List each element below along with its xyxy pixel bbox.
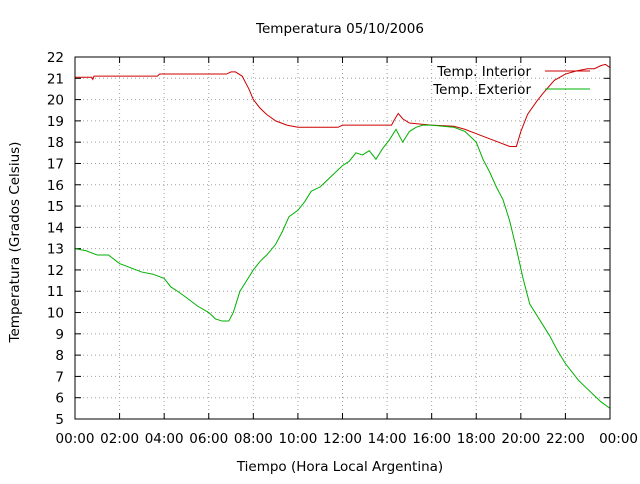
legend: Temp. Interior Temp. Exterior xyxy=(432,64,590,98)
x-tick-label: 18:00 xyxy=(457,431,496,447)
y-tick-label: 5 xyxy=(55,412,64,428)
y-tick-label: 16 xyxy=(47,178,64,194)
ticks-layer: 5 6 7 8 9 10 11 12 13 14 15 16 17 18 19 20 21 22 00:00 02:0… xyxy=(47,50,638,447)
y-tick-label: 20 xyxy=(47,93,64,109)
x-tick-label: 00:00 xyxy=(599,431,638,447)
x-axis-label: Tiempo (Hora Local Argentina) xyxy=(236,459,443,475)
grid-layer xyxy=(75,57,610,419)
x-tick-label: 10:00 xyxy=(278,431,317,447)
y-tick-label: 11 xyxy=(47,284,64,300)
y-tick-label: 9 xyxy=(55,327,64,343)
x-tick-label: 20:00 xyxy=(501,431,540,447)
y-tick-label: 18 xyxy=(47,135,64,151)
chart-title: Temperatura 05/10/2006 xyxy=(255,21,424,37)
legend-label-exterior: Temp. Exterior xyxy=(432,82,531,98)
plot-frame xyxy=(74,56,611,420)
x-tick-label: 12:00 xyxy=(323,431,362,447)
x-tick-label: 08:00 xyxy=(234,431,273,447)
y-axis-label: Temperatura (Grados Celsius) xyxy=(7,142,23,344)
y-tick-label: 7 xyxy=(55,369,64,385)
series-layer xyxy=(74,63,611,409)
y-tick-label: 17 xyxy=(47,156,64,172)
y-tick-label: 21 xyxy=(47,71,64,87)
x-tick-label: 04:00 xyxy=(145,431,184,447)
x-tick-label: 16:00 xyxy=(412,431,451,447)
series-line-interior xyxy=(75,63,611,147)
x-tick-label: 14:00 xyxy=(368,431,407,447)
y-tick-label: 10 xyxy=(47,306,64,322)
x-tick-label: 00:00 xyxy=(56,431,95,447)
y-tick-label: 8 xyxy=(55,348,64,364)
y-tick-label: 14 xyxy=(47,220,64,236)
x-tick-label: 02:00 xyxy=(100,431,139,447)
y-tick-label: 22 xyxy=(47,50,64,66)
series-line-exterior xyxy=(74,124,611,409)
y-tick-label: 13 xyxy=(47,242,64,258)
y-tick-label: 15 xyxy=(47,199,64,215)
legend-label-interior: Temp. Interior xyxy=(436,64,531,80)
x-tick-label: 06:00 xyxy=(189,431,228,447)
y-tick-label: 19 xyxy=(47,114,64,130)
y-tick-label: 6 xyxy=(55,391,64,407)
x-tick-label: 22:00 xyxy=(546,431,585,447)
y-tick-label: 12 xyxy=(47,263,64,279)
